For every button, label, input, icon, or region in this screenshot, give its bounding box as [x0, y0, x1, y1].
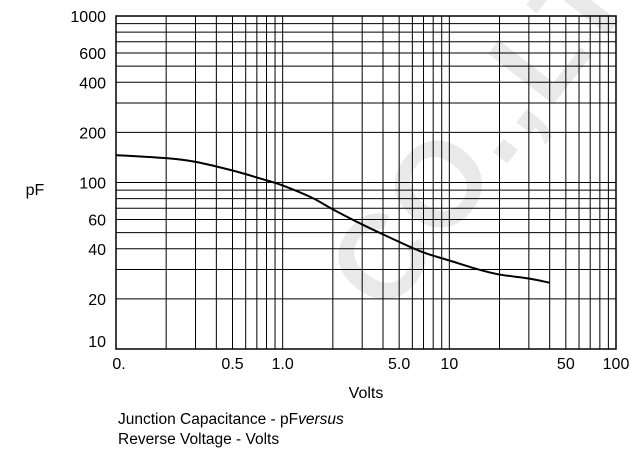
grid — [115, 15, 617, 350]
x-tick-label: 10 — [440, 356, 458, 373]
x-tick-label: 0. — [112, 356, 125, 373]
y-tick-label: 400 — [79, 75, 106, 92]
x-tick-label: 50 — [557, 356, 575, 373]
caption-text: Junction Capacitance - pF — [118, 411, 299, 428]
y-tick-label: 200 — [79, 125, 106, 142]
y-axis-label: pF — [26, 182, 45, 199]
y-tick-label: 20 — [88, 292, 106, 309]
y-tick-label: 60 — [88, 212, 106, 229]
x-tick-label: 5.0 — [388, 356, 410, 373]
x-tick-label: 100 — [603, 356, 630, 373]
caption-line-2: Reverse Voltage - Volts — [118, 431, 280, 448]
series-line — [115, 154, 550, 284]
y-tick-label: 1000 — [70, 9, 106, 26]
y-tick-labels: 10 20 40 60 100 200 400 600 1000 — [70, 9, 106, 351]
x-axis-label: Volts — [349, 385, 384, 402]
caption-line-1: Junction Capacitance - pFversus — [118, 410, 344, 430]
x-tick-labels: 0. 0.5 1.0 5.0 10 50 100 — [112, 356, 629, 373]
y-tick-label: 100 — [79, 176, 106, 193]
y-tick-label: 40 — [88, 242, 106, 259]
y-tick-label: 10 — [88, 334, 106, 351]
caption-versus: versus — [298, 411, 344, 428]
x-tick-label: 0.5 — [221, 356, 243, 373]
plot-frame — [115, 15, 617, 350]
x-tick-label: 1.0 — [272, 356, 294, 373]
y-tick-label: 600 — [79, 46, 106, 63]
series-layer — [115, 154, 550, 284]
